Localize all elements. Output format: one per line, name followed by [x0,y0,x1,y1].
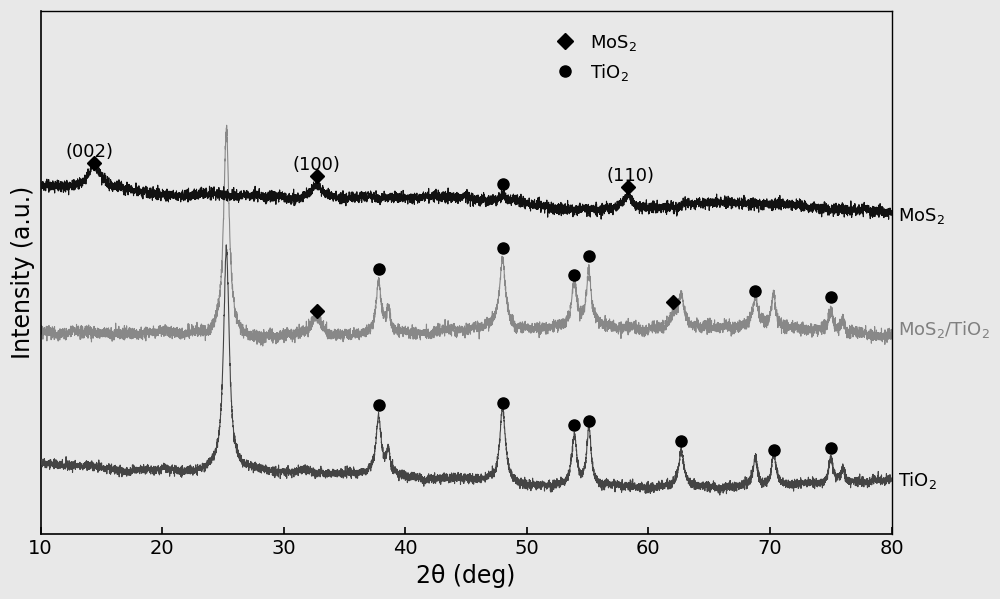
Text: MoS$_2$: MoS$_2$ [898,206,945,226]
Text: MoS$_2$/TiO$_2$: MoS$_2$/TiO$_2$ [898,319,989,340]
Y-axis label: Intensity (a.u.): Intensity (a.u.) [11,186,35,359]
X-axis label: 2θ (deg): 2θ (deg) [416,564,516,588]
Text: TiO$_2$: TiO$_2$ [898,470,937,491]
Legend: MoS$_2$, TiO$_2$: MoS$_2$, TiO$_2$ [540,25,644,90]
Text: (002): (002) [65,143,113,161]
Text: (100): (100) [293,156,341,174]
Text: (110): (110) [606,167,654,185]
